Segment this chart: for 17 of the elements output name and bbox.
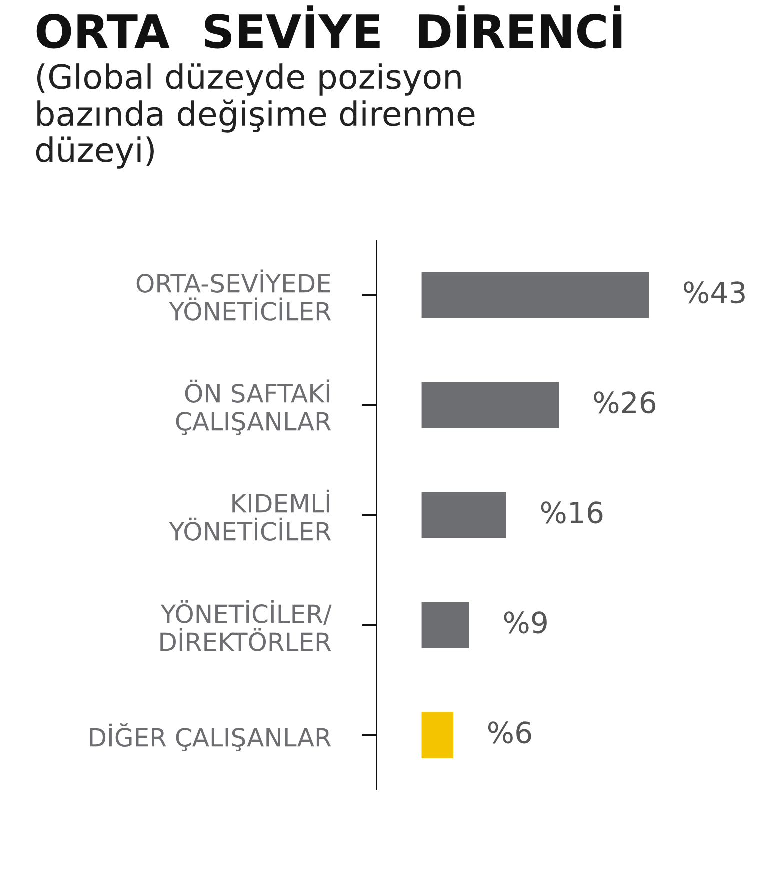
bar (422, 272, 650, 318)
y-tick-label: ORTA-SEVİYEDE YÖNETİCİLER (136, 270, 332, 321)
data-label: %43 (684, 282, 745, 304)
data-label: %6 (488, 722, 532, 744)
data-label: %26 (594, 392, 656, 414)
y-tick-label: YÖNETİCİLER/ DİREKTÖRLER (160, 600, 332, 652)
data-label: %16 (541, 502, 603, 524)
data-label: %9 (504, 612, 547, 634)
bar (422, 712, 454, 758)
bar (422, 382, 560, 428)
chart-subtitle: (Global düzeyde pozisyon bazında değişime direnme düzeyi) (36, 64, 475, 169)
y-tick-label: DİĞER ÇALIŞANLAR (90, 724, 332, 752)
bar (422, 602, 470, 648)
bar (422, 492, 506, 538)
chart-title: ORTA SEVİYE DİRENCİ (36, 6, 622, 49)
y-tick-label: ÖN SAFTAKİ ÇALIŞANLAR (176, 380, 332, 436)
y-tick-label: KIDEMLİ YÖNETİCİLER (169, 490, 332, 541)
